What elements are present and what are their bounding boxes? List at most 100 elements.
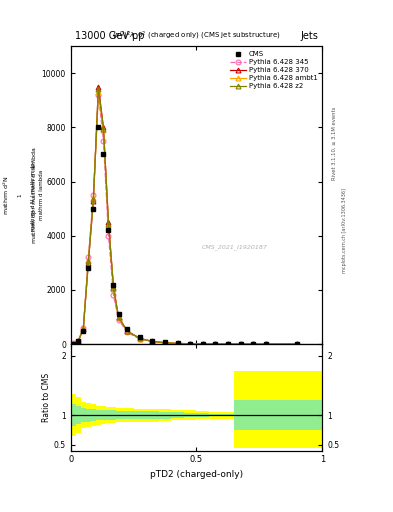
Pythia 6.428 370: [106, 219, 111, 225]
Pythia 6.428 345: [213, 341, 218, 347]
CMS: [163, 339, 167, 346]
Pythia 6.428 z2: [125, 328, 130, 334]
Pythia 6.428 ambt1: [111, 286, 116, 292]
Line: Pythia 6.428 ambt1: Pythia 6.428 ambt1: [71, 90, 299, 347]
Pythia 6.428 370: [251, 341, 255, 347]
Pythia 6.428 345: [295, 341, 299, 347]
Pythia 6.428 345: [111, 292, 116, 298]
Pythia 6.428 ambt1: [106, 222, 111, 228]
Pythia 6.428 ambt1: [263, 341, 268, 347]
CMS: [150, 338, 155, 344]
Pythia 6.428 345: [81, 325, 86, 331]
Pythia 6.428 370: [125, 328, 130, 334]
Pythia 6.428 370: [295, 341, 299, 347]
CMS: [295, 341, 299, 347]
CMS: [101, 152, 106, 158]
Pythia 6.428 z2: [138, 335, 142, 342]
Pythia 6.428 ambt1: [81, 325, 86, 331]
Pythia 6.428 370: [213, 341, 218, 347]
Pythia 6.428 z2: [76, 338, 81, 344]
Pythia 6.428 ambt1: [295, 341, 299, 347]
Pythia 6.428 345: [71, 340, 75, 347]
Pythia 6.428 ambt1: [91, 195, 96, 201]
Pythia 6.428 345: [175, 340, 180, 347]
Pythia 6.428 370: [163, 339, 167, 346]
Pythia 6.428 370: [263, 341, 268, 347]
Pythia 6.428 370: [96, 83, 101, 90]
Text: Rivet 3.1.10, ≥ 3.1M events: Rivet 3.1.10, ≥ 3.1M events: [332, 106, 337, 180]
Pythia 6.428 z2: [175, 340, 180, 347]
Pythia 6.428 ambt1: [238, 341, 243, 347]
Pythia 6.428 ambt1: [251, 341, 255, 347]
Text: 1

mathrm d N / mathrm d$p_T$
mathrm d lambda: 1 mathrm d N / mathrm d$p_T$ mathrm d la…: [17, 158, 44, 232]
Pythia 6.428 345: [86, 254, 91, 261]
Pythia 6.428 z2: [213, 341, 218, 347]
Pythia 6.428 ambt1: [96, 89, 101, 95]
Pythia 6.428 ambt1: [125, 328, 130, 334]
Pythia 6.428 370: [76, 338, 81, 344]
Pythia 6.428 345: [106, 232, 111, 239]
Pythia 6.428 ambt1: [226, 341, 230, 347]
Pythia 6.428 ambt1: [138, 335, 142, 342]
Line: CMS: CMS: [71, 125, 299, 347]
CMS: [226, 341, 230, 347]
Pythia 6.428 345: [188, 340, 193, 347]
Text: Jets: Jets: [301, 31, 318, 41]
CMS: [125, 326, 130, 332]
Pythia 6.428 345: [163, 340, 167, 346]
Pythia 6.428 345: [138, 336, 142, 342]
CMS: [96, 124, 101, 131]
Pythia 6.428 345: [101, 138, 106, 144]
Line: Pythia 6.428 z2: Pythia 6.428 z2: [71, 87, 299, 347]
Legend: CMS, Pythia 6.428 345, Pythia 6.428 370, Pythia 6.428 ambt1, Pythia 6.428 z2: CMS, Pythia 6.428 345, Pythia 6.428 370,…: [229, 50, 319, 91]
Pythia 6.428 370: [81, 326, 86, 332]
CMS: [213, 341, 218, 347]
Pythia 6.428 z2: [251, 341, 255, 347]
Pythia 6.428 370: [200, 341, 205, 347]
Pythia 6.428 ambt1: [200, 341, 205, 347]
Pythia 6.428 370: [91, 198, 96, 204]
Pythia 6.428 345: [76, 338, 81, 344]
Pythia 6.428 z2: [238, 341, 243, 347]
CMS: [76, 338, 81, 345]
Pythia 6.428 ambt1: [150, 338, 155, 345]
Pythia 6.428 370: [175, 340, 180, 347]
Y-axis label: Ratio to CMS: Ratio to CMS: [42, 373, 51, 422]
CMS: [200, 341, 205, 347]
Text: 13000 GeV pp: 13000 GeV pp: [75, 31, 144, 41]
Pythia 6.428 ambt1: [86, 257, 91, 263]
Pythia 6.428 345: [238, 341, 243, 347]
Pythia 6.428 345: [251, 341, 255, 347]
Pythia 6.428 z2: [106, 221, 111, 227]
CMS: [138, 334, 142, 340]
Pythia 6.428 z2: [96, 87, 101, 93]
Pythia 6.428 370: [71, 340, 75, 347]
Pythia 6.428 370: [138, 335, 142, 342]
Pythia 6.428 345: [226, 341, 230, 347]
Pythia 6.428 345: [96, 92, 101, 98]
Pythia 6.428 z2: [81, 326, 86, 332]
CMS: [86, 265, 91, 271]
Pythia 6.428 z2: [116, 314, 121, 321]
Line: Pythia 6.428 370: Pythia 6.428 370: [71, 84, 299, 347]
Text: mcplots.cern.ch [arXiv:1306.3436]: mcplots.cern.ch [arXiv:1306.3436]: [342, 188, 347, 273]
Pythia 6.428 z2: [111, 285, 116, 291]
Pythia 6.428 z2: [91, 196, 96, 202]
CMS: [116, 311, 121, 317]
CMS: [91, 206, 96, 212]
Pythia 6.428 ambt1: [163, 340, 167, 346]
CMS: [238, 341, 243, 347]
Pythia 6.428 z2: [200, 341, 205, 347]
Pythia 6.428 ambt1: [101, 127, 106, 133]
Text: $(p_T^D)^2\lambda\_0^2$ (charged only) (CMS jet substructure): $(p_T^D)^2\lambda\_0^2$ (charged only) (…: [112, 30, 281, 43]
Y-axis label: mathrm d$^2$N



mathrm d$p_T$ mathrm d lambda: mathrm d$^2$N mathrm d$p_T$ mathrm d lam…: [2, 146, 39, 244]
CMS: [175, 340, 180, 347]
CMS: [263, 341, 268, 347]
CMS: [111, 282, 116, 288]
Pythia 6.428 z2: [163, 340, 167, 346]
Pythia 6.428 370: [116, 314, 121, 320]
Pythia 6.428 z2: [188, 340, 193, 347]
CMS: [81, 328, 86, 334]
Pythia 6.428 z2: [86, 259, 91, 265]
Pythia 6.428 370: [188, 340, 193, 347]
